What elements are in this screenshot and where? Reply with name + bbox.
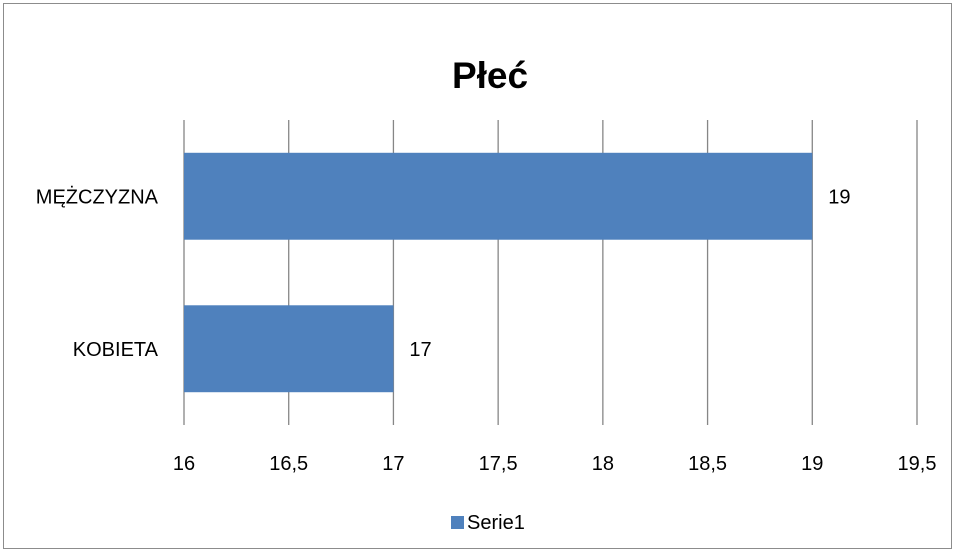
x-tick-label-6: 19: [801, 453, 823, 475]
y-axis-categories: MĘŻCZYZNA KOBIETA: [36, 185, 159, 361]
chart-border: [3, 3, 952, 549]
legend: Serie1: [451, 512, 525, 534]
chart-title: Płeć: [452, 55, 528, 96]
category-label-0: MĘŻCZYZNA: [36, 185, 159, 208]
x-tick-label-2: 17: [382, 453, 404, 475]
x-tick-label-0: 16: [173, 453, 195, 475]
bar-1: [184, 305, 394, 393]
x-tick-label-1: 16,5: [269, 453, 308, 475]
data-label-0: 19: [828, 186, 850, 208]
legend-swatch-serie1: [451, 516, 464, 529]
category-label-1: KOBIETA: [73, 339, 159, 361]
x-tick-label-4: 18: [592, 453, 614, 475]
legend-label-serie1: Serie1: [467, 512, 525, 534]
bars: [184, 152, 813, 393]
x-tick-label-5: 18,5: [688, 453, 727, 475]
x-tick-label-3: 17,5: [479, 453, 518, 475]
data-label-1: 17: [409, 339, 431, 361]
x-tick-label-7: 19,5: [898, 453, 937, 475]
bar-0: [184, 152, 813, 240]
x-axis-ticks: 16 16,5 17 17,5 18 18,5 19 19,5: [173, 453, 937, 475]
